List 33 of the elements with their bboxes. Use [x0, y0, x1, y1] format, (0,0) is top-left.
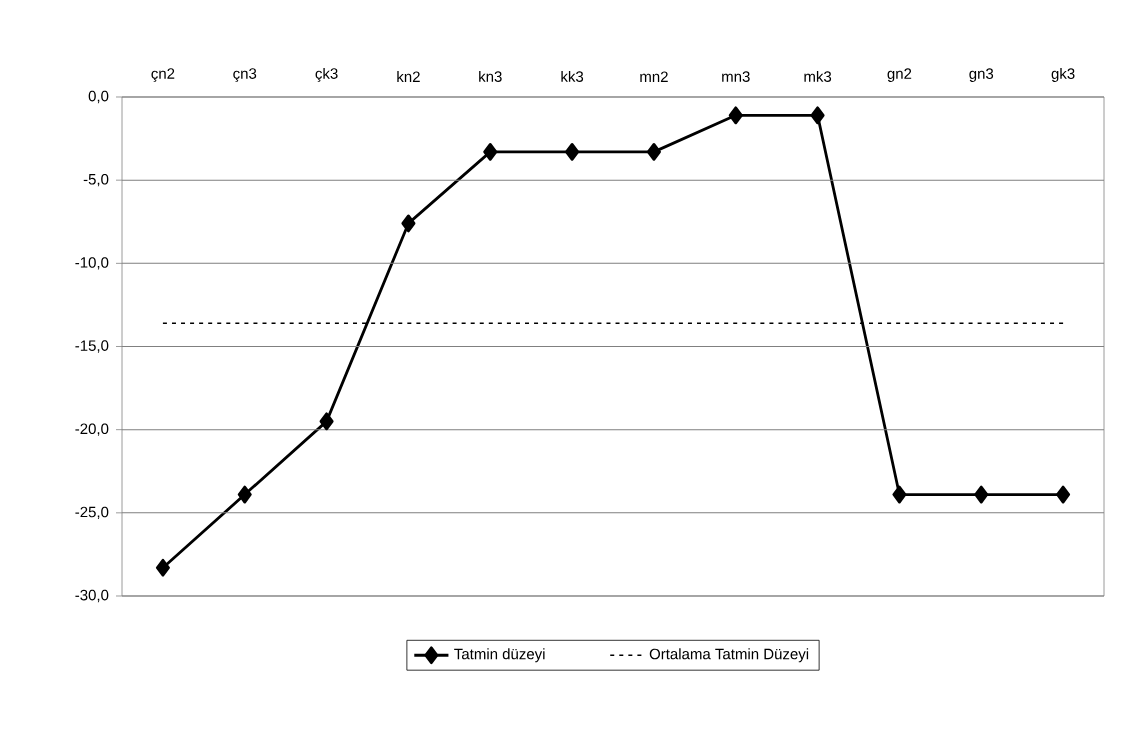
point [1056, 485, 1071, 504]
x-tick-label: gk3 [1051, 67, 1075, 82]
y-tick-label: 0,0 [88, 90, 109, 104]
x-tick-label: mk3 [804, 70, 832, 82]
point [401, 214, 416, 233]
point [155, 558, 170, 577]
x-tick-label: çk3 [315, 67, 338, 82]
point [237, 485, 252, 504]
point [319, 412, 334, 431]
x-tick-label: kn2 [397, 71, 420, 82]
x-tick-label: çn2 [151, 68, 175, 82]
point [810, 106, 825, 125]
x-tick-label: gn3 [969, 68, 994, 82]
point [728, 106, 743, 125]
x-tick-label: çn3 [233, 68, 257, 82]
x-tick-label: mn3 [722, 71, 750, 82]
legend-label: Tatmin düzeyi [454, 648, 545, 663]
y-tick-label: -25,0 [75, 506, 109, 520]
point [892, 485, 907, 504]
point [646, 142, 661, 161]
y-tick-label: -5,0 [83, 173, 109, 187]
y-tick-label: -15,0 [75, 340, 109, 353]
legend-label: Ortalama Tatmin Düzeyi [649, 648, 809, 663]
y-tick-label: -10,0 [75, 257, 109, 270]
y-tick-label: -30,0 [75, 589, 109, 603]
x-tick-label: kn3 [479, 70, 502, 82]
point [974, 485, 989, 504]
x-tick-label: kk3 [561, 70, 584, 82]
x-tick-label: gn2 [887, 68, 912, 82]
point [483, 142, 498, 161]
x-tick-label: mn2 [640, 71, 668, 82]
point [565, 142, 580, 161]
y-tick-label: -20,0 [75, 423, 109, 436]
